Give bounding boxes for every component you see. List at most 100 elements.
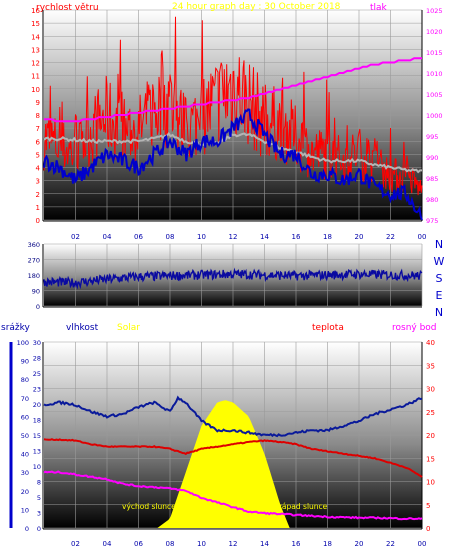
humidity-tick-label: 23 (33, 386, 41, 394)
rain-tick-label: 50 (21, 432, 29, 440)
rain-tick-label: 70 (21, 395, 29, 403)
hour-tick-label: 00 (418, 233, 427, 241)
humidity-tick-label: 3 (37, 510, 41, 518)
temperature-tick-label: 20 (426, 432, 435, 440)
pressure-tick-label: 995 (426, 133, 438, 141)
rain-tick-label: 90 (21, 358, 29, 366)
wind-tick-label: 9 (36, 99, 40, 107)
wind-tick-label: 5 (36, 151, 40, 159)
hour-tick-label: 08 (166, 233, 175, 241)
temperature-tick-label: 15 (426, 455, 435, 463)
pressure-tick-label: 975 (426, 217, 438, 225)
temperature-tick-label: 10 (426, 479, 435, 487)
wind-tick-label: 1 (36, 204, 40, 212)
hour-tick-label: 12 (229, 233, 238, 241)
wind-tick-label: 4 (36, 165, 41, 173)
wind-gust-series (43, 16, 423, 196)
wind-tick-label: 0 (36, 217, 40, 225)
hour-tick-label: 06 (134, 233, 143, 241)
pressure-tick-label: 1025 (426, 7, 443, 15)
direction-tick-label: 270 (28, 257, 40, 265)
temperature-label: teplota (312, 323, 344, 333)
wind-tick-label: 15 (31, 20, 40, 28)
hour-tick-label: 10 (197, 540, 206, 548)
wind-tick-label: 3 (36, 178, 40, 186)
hour-tick-label: 14 (260, 233, 269, 241)
humidity-series (43, 395, 423, 438)
wind-tick-label: 14 (31, 33, 40, 41)
wind-direction-series (43, 267, 423, 290)
hour-tick-label: 08 (166, 540, 175, 548)
humidity-tick-label: 15 (33, 432, 41, 440)
direction-tick-label: 0 (36, 303, 40, 311)
hour-tick-label: 04 (103, 233, 112, 241)
solar-label: Solar (117, 323, 140, 333)
pressure-tick-label: 1005 (426, 91, 443, 99)
pressure-tick-label: 980 (426, 196, 438, 204)
hour-tick-label: 20 (355, 540, 364, 548)
pressure-label: tlak (370, 3, 388, 13)
rain-tick-label: 80 (21, 376, 29, 384)
wind-tick-label: 6 (36, 138, 41, 146)
direction-tick-label: 180 (28, 272, 40, 280)
pressure-tick-label: 990 (426, 154, 438, 162)
humidity-tick-label: 13 (33, 448, 41, 456)
pressure-tick-label: 1010 (426, 70, 443, 78)
hour-tick-label: 16 (292, 540, 301, 548)
temperature-tick-label: 0 (426, 525, 430, 533)
wind-speed-label: rychlost větru (36, 3, 99, 13)
temperature-tick-label: 5 (426, 502, 430, 510)
pressure-tick-label: 1020 (426, 28, 443, 36)
hour-tick-label: 00 (418, 540, 427, 548)
rain-tick-label: 0 (25, 525, 29, 533)
wind-tick-label: 13 (31, 46, 40, 54)
rain-tick-label: 60 (21, 413, 29, 421)
pressure-tick-label: 1000 (426, 112, 443, 120)
temperature-series (43, 438, 423, 478)
dew-point-series (43, 470, 423, 521)
wind-tick-label: 2 (36, 191, 40, 199)
wind-tick-label: 12 (31, 60, 40, 68)
wind-tick-label: 10 (31, 86, 40, 94)
hour-tick-label: 06 (134, 540, 143, 548)
temperature-tick-label: 35 (426, 362, 435, 370)
humidity-label: vlhkost (66, 323, 99, 333)
dew-point-label: rosný bod (392, 323, 437, 333)
direction-tick-label: 360 (28, 241, 40, 249)
wind-tick-label: 11 (31, 73, 40, 81)
hour-tick-label: 10 (197, 233, 206, 241)
sunset-annotation: západ slunce (278, 502, 328, 511)
hour-tick-label: 02 (71, 540, 80, 548)
sunrise-annotation: východ slunce (122, 502, 176, 511)
temperature-tick-label: 25 (426, 409, 435, 417)
wind-gray-series (43, 131, 422, 174)
pressure-tick-label: 985 (426, 175, 438, 183)
hour-tick-label: 22 (386, 540, 395, 548)
humidity-tick-label: 8 (37, 479, 41, 487)
direction-tick-label: 90 (32, 288, 40, 296)
hour-tick-label: 14 (260, 540, 269, 548)
pressure-series (44, 57, 422, 123)
humidity-tick-label: 18 (33, 417, 41, 425)
rain-label: srážky (1, 323, 31, 333)
humidity-tick-label: 0 (37, 525, 41, 533)
pressure-tick-label: 1015 (426, 49, 443, 57)
hour-tick-label: 22 (386, 233, 395, 241)
temperature-tick-label: 40 (426, 339, 435, 347)
hour-tick-label: 18 (323, 540, 332, 548)
compass-letter: S (436, 272, 443, 285)
wind-tick-label: 7 (36, 125, 40, 133)
rain-tick-label: 20 (21, 488, 29, 496)
hour-tick-label: 18 (323, 233, 332, 241)
graph-title: 24 hour graph day : 30 October 2018 (172, 2, 341, 12)
wind-tick-label: 16 (31, 7, 40, 15)
wind-average-series (43, 108, 423, 221)
hour-tick-label: 02 (71, 233, 80, 241)
humidity-tick-label: 10 (33, 463, 41, 471)
compass-letter: W (434, 255, 445, 268)
wind-tick-label: 8 (36, 112, 40, 120)
humidity-tick-label: 25 (33, 370, 41, 378)
hour-tick-label: 16 (292, 233, 301, 241)
